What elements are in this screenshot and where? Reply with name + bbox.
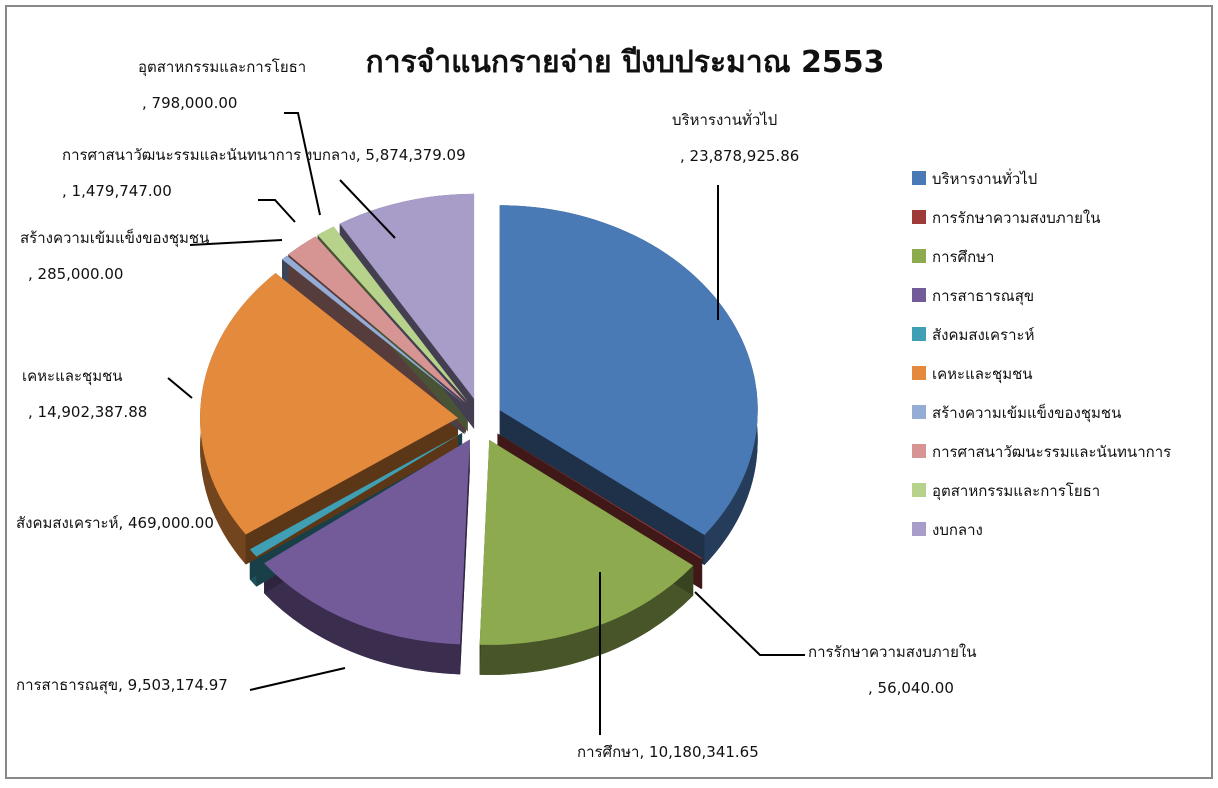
data-label-value: , 14,902,387.88	[28, 403, 147, 421]
data-label: สร้างความเข้มแข็งของชุมชน , 285,000.00	[20, 228, 209, 283]
pie-slice	[339, 193, 475, 399]
data-label-name: การศึกษา	[577, 743, 639, 761]
legend-label: การศึกษา	[932, 248, 994, 266]
leader-line	[694, 591, 805, 656]
pie-slice	[497, 433, 703, 560]
data-label-name: เคหะและชุมชน	[22, 367, 123, 386]
data-label-name: การรักษาความสงบภายใน	[808, 643, 976, 661]
legend-swatch	[912, 327, 926, 341]
slice-depth	[264, 563, 461, 675]
data-label: งบกลาง, 5,874,379.09	[305, 146, 466, 164]
data-label: บริหารงานทั่วไป , 23,878,925.86	[672, 109, 799, 165]
data-label-value: , 10,180,341.65	[639, 743, 758, 761]
legend-swatch	[912, 444, 926, 458]
legend-label: การรักษาความสงบภายใน	[932, 209, 1100, 227]
legend-label: อุตสาหกรรมและการโยธา	[932, 482, 1100, 501]
data-label-name: งบกลาง	[305, 146, 356, 164]
legend-swatch	[912, 522, 926, 536]
data-label-name: การศาสนาวัฒนะรรมและนันทนาการ	[62, 146, 301, 164]
pie-slice	[499, 205, 758, 536]
legend-swatch	[912, 210, 926, 224]
pie-slice	[479, 439, 694, 645]
data-label: การรักษาความสงบภายใน , 56,040.00	[808, 643, 976, 697]
legend-swatch	[912, 249, 926, 263]
data-label-value: , 285,000.00	[28, 265, 123, 283]
data-label-value: , 23,878,925.86	[680, 147, 799, 165]
data-label-value: , 1,479,747.00	[62, 182, 172, 200]
legend-label: การสาธารณสุข	[932, 287, 1034, 306]
slice-depth	[245, 273, 459, 565]
legend-swatch	[912, 288, 926, 302]
legend-label: เคหะและชุมชน	[932, 365, 1033, 384]
data-label-name: อุตสาหกรรมและการโยธา	[138, 58, 306, 77]
legend-label: งบกลาง	[932, 521, 983, 539]
data-label-name: สร้างความเข้มแข็งของชุมชน	[20, 228, 209, 248]
pie-slice	[264, 439, 470, 645]
pie-slice	[200, 273, 459, 535]
data-label-value: , 56,040.00	[868, 679, 954, 697]
leader-line	[189, 239, 283, 246]
slice-depth	[479, 565, 694, 675]
data-label-name: การสาธารณสุข	[16, 676, 118, 695]
pie-slice	[282, 255, 465, 405]
leader-line	[284, 112, 321, 216]
legend-swatch	[912, 171, 926, 185]
data-label-name: บริหารงานทั่วไป	[672, 109, 777, 129]
data-label-value: , 9,503,174.97	[118, 676, 228, 694]
data-label-value: , 798,000.00	[142, 94, 237, 112]
pie-slice	[317, 226, 468, 402]
legend-label: การศาสนาวัฒนะรรมและนันทนาการ	[932, 443, 1171, 461]
leader-line	[167, 377, 193, 399]
legend-swatch	[912, 483, 926, 497]
chart-title: การจำแนกรายจ่าย ปีงบประมาณ 2553	[366, 45, 885, 80]
data-label: อุตสาหกรรมและการโยธา , 798,000.00	[138, 58, 306, 112]
legend-label: สังคมสงเคราะห์	[932, 326, 1034, 344]
slice-depth	[499, 205, 705, 566]
legend-swatch	[912, 405, 926, 419]
data-label: สังคมสงเคราะห์, 469,000.00	[16, 514, 214, 532]
data-label: การศึกษา, 10,180,341.65	[577, 743, 759, 761]
data-label-value: , 469,000.00	[118, 514, 213, 532]
leader-line	[258, 199, 296, 223]
pie-slice	[288, 236, 466, 404]
leader-line	[339, 179, 396, 239]
leader-line	[249, 667, 346, 691]
data-label: การศาสนาวัฒนะรรมและนันทนาการ , 1,479,747.…	[62, 146, 301, 200]
data-label-value: , 5,874,379.09	[356, 146, 466, 164]
data-label-name: สังคมสงเคราะห์	[16, 514, 118, 532]
pie-slice	[249, 432, 463, 557]
data-label: เคหะและชุมชน , 14,902,387.88	[22, 367, 147, 421]
data-label: การสาธารณสุข, 9,503,174.97	[16, 676, 228, 695]
legend-label: บริหารงานทั่วไป	[932, 168, 1037, 188]
legend-swatch	[912, 366, 926, 380]
legend-label: สร้างความเข้มแข็งของชุมชน	[932, 403, 1121, 423]
